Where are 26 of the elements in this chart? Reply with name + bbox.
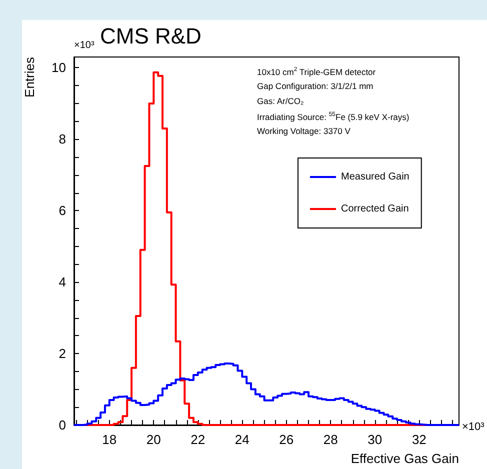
x-tick-label: 20 xyxy=(146,432,161,447)
x-tick-label: 26 xyxy=(279,432,294,447)
text: ×10³ xyxy=(74,40,94,51)
y-tick-label: 8 xyxy=(58,132,66,147)
y-tick-label: 6 xyxy=(58,203,66,218)
annotation: Gap Configuration: 3/1/2/1 mm xyxy=(257,81,374,92)
legend-label: Corrected Gain xyxy=(341,204,409,214)
x-tick-label: 28 xyxy=(323,432,338,447)
y-axis-title: Entries xyxy=(22,56,37,98)
x-axis-title: Effective Gas Gain xyxy=(350,451,460,466)
legend-label: Measured Gain xyxy=(341,172,410,182)
y-tick-label: 0 xyxy=(58,418,66,432)
x-tick-label: 32 xyxy=(412,432,426,447)
annotation: 10x10 cm$^{2}$ Triple-GEM detector xyxy=(257,66,376,77)
x-tick-label: 22 xyxy=(190,432,206,447)
annotation: Irradiating Source: $^{55}$Fe (5.9 keV X-rays) xyxy=(257,112,410,122)
y-tick-label: 4 xyxy=(58,274,66,290)
annotation: Working Voltage: 3370 V xyxy=(257,126,350,136)
annotation: Gas: Ar/CO₂ xyxy=(257,96,304,106)
x-tick-label: 24 xyxy=(234,432,250,447)
x-tick-label: 30 xyxy=(368,432,382,447)
text: ×10³ xyxy=(462,421,484,433)
y-tick-label: 10 xyxy=(52,60,66,76)
chart-title: CMS R&D xyxy=(100,24,202,48)
y-tick-label: 2 xyxy=(58,346,66,362)
x-tick-label: 18 xyxy=(102,432,117,447)
